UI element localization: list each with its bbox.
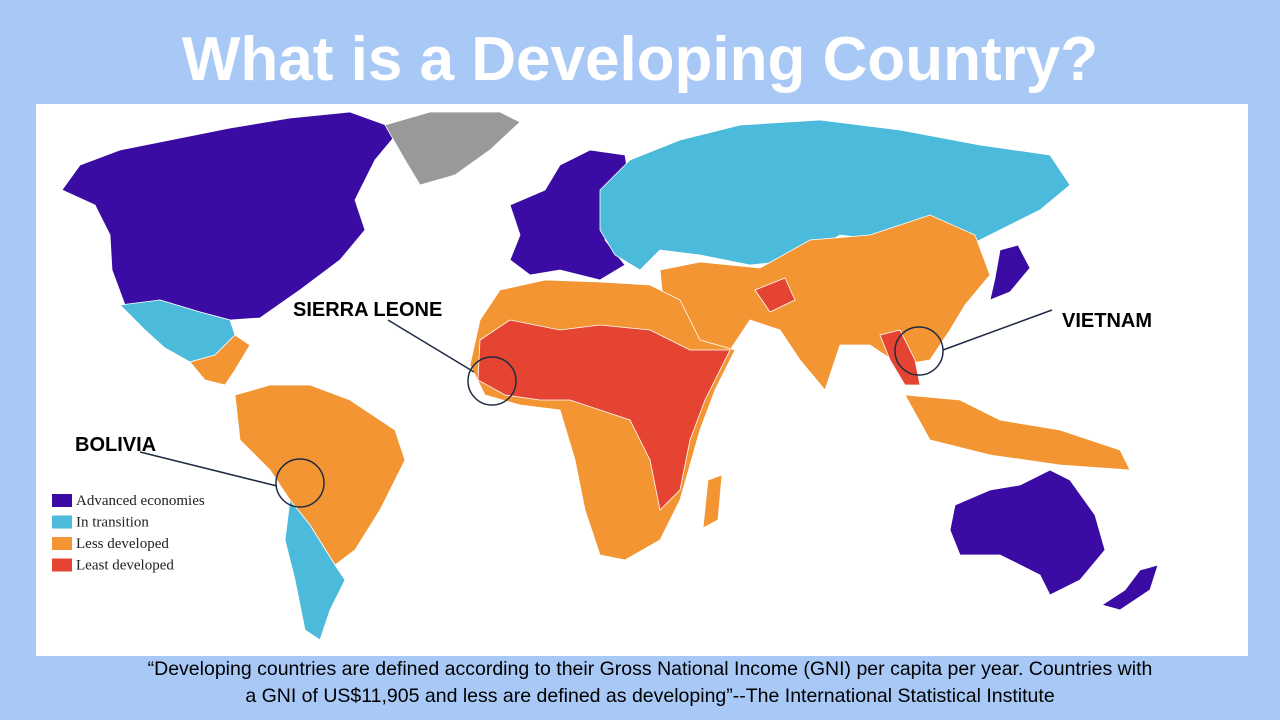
greenland [384,111,521,186]
legend: Advanced economies In transition Less deve… [52,493,205,574]
new-zealand [1101,564,1159,611]
quote: “Developing countries are defined accord… [20,656,1280,710]
legend-label: Less developed [76,536,169,552]
legend-swatch [52,494,72,507]
myanmar-laos [879,329,921,386]
callout-label: BOLIVIA [75,434,156,456]
callout-label: SIERRA LEONE [293,299,442,321]
world-map: SIERRA LEONE VIETNAM BOLIVIA Advanced ec… [36,104,1248,656]
legend-label: In transition [76,515,149,531]
quote-line: a GNI of US$11,905 and less are defined … [245,685,1055,707]
europe [509,149,631,281]
callout-line [387,319,475,373]
callout-circle [894,326,944,376]
central-america [189,334,251,386]
legend-label: Advanced economies [76,493,205,509]
quote-line: “Developing countries are defined accord… [147,658,1153,680]
legend-swatch [52,537,72,550]
south-america [234,384,406,566]
callout-circle [275,458,325,508]
slide-title: What is a Developing Country? [181,25,1099,94]
southern-cone [284,499,346,641]
legend-swatch [52,558,72,572]
north-america [61,111,401,321]
afghanistan [754,277,796,313]
madagascar [702,474,723,529]
callout-circle [467,356,517,406]
callout-label: VIETNAM [1062,310,1152,332]
callout-line [139,451,278,487]
japan [989,244,1031,301]
africa-least-developed [477,319,731,511]
callout-line [942,309,1053,351]
legend-label: Least developed [76,558,174,574]
legend-swatch [52,515,72,529]
southeast-asia [904,394,1131,471]
australia [949,469,1106,596]
